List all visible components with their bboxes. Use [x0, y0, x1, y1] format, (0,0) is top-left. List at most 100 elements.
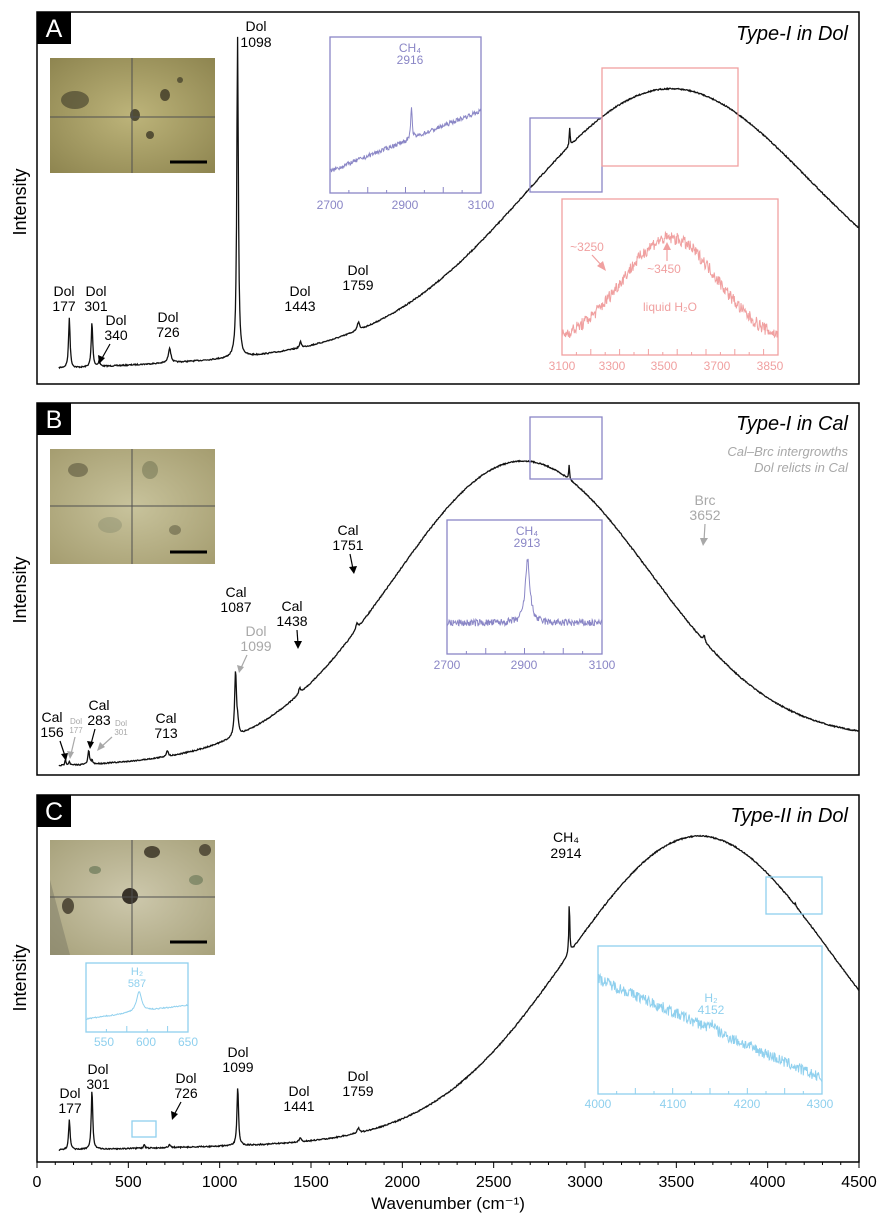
- panel-a-photo: [50, 58, 215, 173]
- panel-a-inset-marker-ch4: [529, 117, 603, 193]
- x-axis: 0 500 1000 1500 2000 2500 3000 3500 4000 4500: [33, 1162, 877, 1191]
- panel-b-letter-box: [37, 403, 71, 435]
- peak-label-mineral: Dol: [70, 717, 82, 726]
- panel-c-title: Type-II in Dol: [731, 805, 849, 827]
- peak-label-value: 726: [156, 324, 180, 340]
- panel-a-inset-ch4: CH₄ 2916 2700 2900 3100: [317, 36, 495, 212]
- peak-label-value: 1099: [240, 638, 271, 654]
- inset-frame: [561, 198, 779, 356]
- peak-label-mineral: Dol: [245, 623, 266, 639]
- panel-a-spectrum: [58, 36, 860, 370]
- panel-b-photo: [50, 449, 215, 564]
- peak-label-value: 1098: [240, 34, 271, 50]
- peak-label-value: 1438: [276, 613, 307, 629]
- inset-tick: 3700: [704, 359, 731, 373]
- panel-a-letter: A: [46, 15, 63, 43]
- x-tick-label: 1500: [293, 1174, 329, 1191]
- inset-peak: 2916: [397, 53, 424, 67]
- peak-label-mineral: Dol: [288, 1083, 309, 1099]
- peak-label-mineral: Dol: [347, 262, 368, 278]
- inset-species: CH₄: [399, 41, 421, 55]
- peak-label-value: 177: [69, 726, 83, 735]
- inset-tick: 3500: [651, 359, 678, 373]
- panel-c-inset-marker-h2-low: [131, 1120, 157, 1138]
- inset-tick: 4200: [734, 1097, 761, 1111]
- inset-peak: 2913: [514, 536, 541, 550]
- inset-tick: 2900: [392, 198, 419, 212]
- x-tick-label: 4500: [841, 1174, 877, 1191]
- inset-tick: 3100: [468, 198, 495, 212]
- panel-a-inset-marker-water: [601, 67, 739, 167]
- peak-label-value: 283: [87, 712, 111, 728]
- inset-peak: 587: [128, 978, 146, 990]
- inset-spectrum: [597, 972, 823, 1082]
- peak-label-mineral: Dol: [175, 1070, 196, 1086]
- panel-b-subtitle-1: Cal–Brc intergrowths: [727, 444, 848, 459]
- inset-peak: 4152: [698, 1003, 725, 1017]
- peak-label-mineral: Dol: [87, 1061, 108, 1077]
- peak-label-value: 301: [86, 1076, 110, 1092]
- peak-label-value: 1441: [283, 1098, 314, 1114]
- panel-b: B Type-I in Cal Cal–Brc intergrowths Dol…: [10, 402, 860, 776]
- panel-c-inset-h2-low: H₂ 587 550 600 650: [85, 962, 198, 1049]
- inset-species: CH₄: [516, 524, 538, 538]
- x-tick-label: 2500: [476, 1174, 512, 1191]
- inset-tick: 3100: [549, 359, 576, 373]
- inset-spectrum: [446, 558, 603, 627]
- peak-label-mineral: Dol: [59, 1085, 80, 1101]
- peak-label-mineral: Brc: [695, 492, 716, 508]
- inset-frame: [597, 945, 823, 1095]
- inset-spectrum: [561, 230, 779, 339]
- x-axis-label: Wavenumber (cm⁻¹): [371, 1194, 525, 1213]
- inset-frame: [329, 36, 482, 194]
- panel-a: A Type-I in Dol Intensity Dol 177 Dol 30…: [10, 11, 860, 385]
- peak-label-mineral: Dol: [53, 283, 74, 299]
- inset-tick: 2900: [511, 658, 538, 672]
- panel-c-ylabel: Intensity: [10, 944, 30, 1011]
- inset-tick: 4000: [585, 1097, 612, 1111]
- peak-label-value: 1759: [342, 277, 373, 293]
- peak-label-value: 1099: [222, 1059, 253, 1075]
- x-tick-label: 500: [115, 1174, 142, 1191]
- peak-label-mineral: Dol: [289, 283, 310, 299]
- panel-b-title: Type-I in Cal: [736, 413, 848, 435]
- peak-label-value: 177: [52, 298, 76, 314]
- peak-label-mineral: Dol: [227, 1044, 248, 1060]
- panel-a-inset-water: ~3250 ~3450 liquid H₂O 3100 3300 3500 37…: [549, 198, 784, 373]
- peak-label-value: 1087: [220, 599, 251, 615]
- panel-b-ylabel: Intensity: [10, 556, 30, 623]
- x-tick-label: 0: [33, 1174, 42, 1191]
- peak-label-mineral: Dol: [157, 309, 178, 325]
- peak-label-mineral: CH₄: [553, 829, 579, 845]
- peak-label-value: 3652: [689, 507, 720, 523]
- x-tick-label: 2000: [385, 1174, 421, 1191]
- inset-tick: 3300: [599, 359, 626, 373]
- panel-c-letter-box: [37, 795, 71, 827]
- x-tick-label: 1000: [202, 1174, 238, 1191]
- panel-c-frame: [36, 794, 860, 1163]
- inset-tick: 2700: [317, 198, 344, 212]
- inset-spectrum: [85, 991, 189, 1020]
- peak-label-mineral: Dol: [85, 283, 106, 299]
- panel-c-photo: [50, 840, 215, 955]
- peak-label-value: 156: [40, 724, 64, 740]
- peak-label-mineral: Dol: [347, 1068, 368, 1084]
- inset-tick: 3100: [589, 658, 616, 672]
- peak-label-value: 1759: [342, 1083, 373, 1099]
- inset-tick: 600: [136, 1035, 156, 1049]
- peak-label-value: 2914: [550, 845, 581, 861]
- panel-a-letter-box: [37, 12, 71, 44]
- peak-label-value: 301: [84, 298, 108, 314]
- inset-tick: 650: [178, 1035, 198, 1049]
- panel-b-letter: B: [46, 406, 63, 434]
- inset-tick: 2700: [434, 658, 461, 672]
- inset-species: H₂: [704, 991, 718, 1005]
- arrow-340-head: [98, 355, 105, 364]
- panel-a-frame: [36, 11, 860, 385]
- water-annotation-3450: ~3450: [647, 262, 681, 276]
- water-annotation-3250: ~3250: [570, 240, 604, 254]
- peak-label-mineral: Cal: [225, 584, 246, 600]
- peak-label-value: 726: [174, 1085, 198, 1101]
- water-annotation-liquid: liquid H₂O: [643, 300, 697, 314]
